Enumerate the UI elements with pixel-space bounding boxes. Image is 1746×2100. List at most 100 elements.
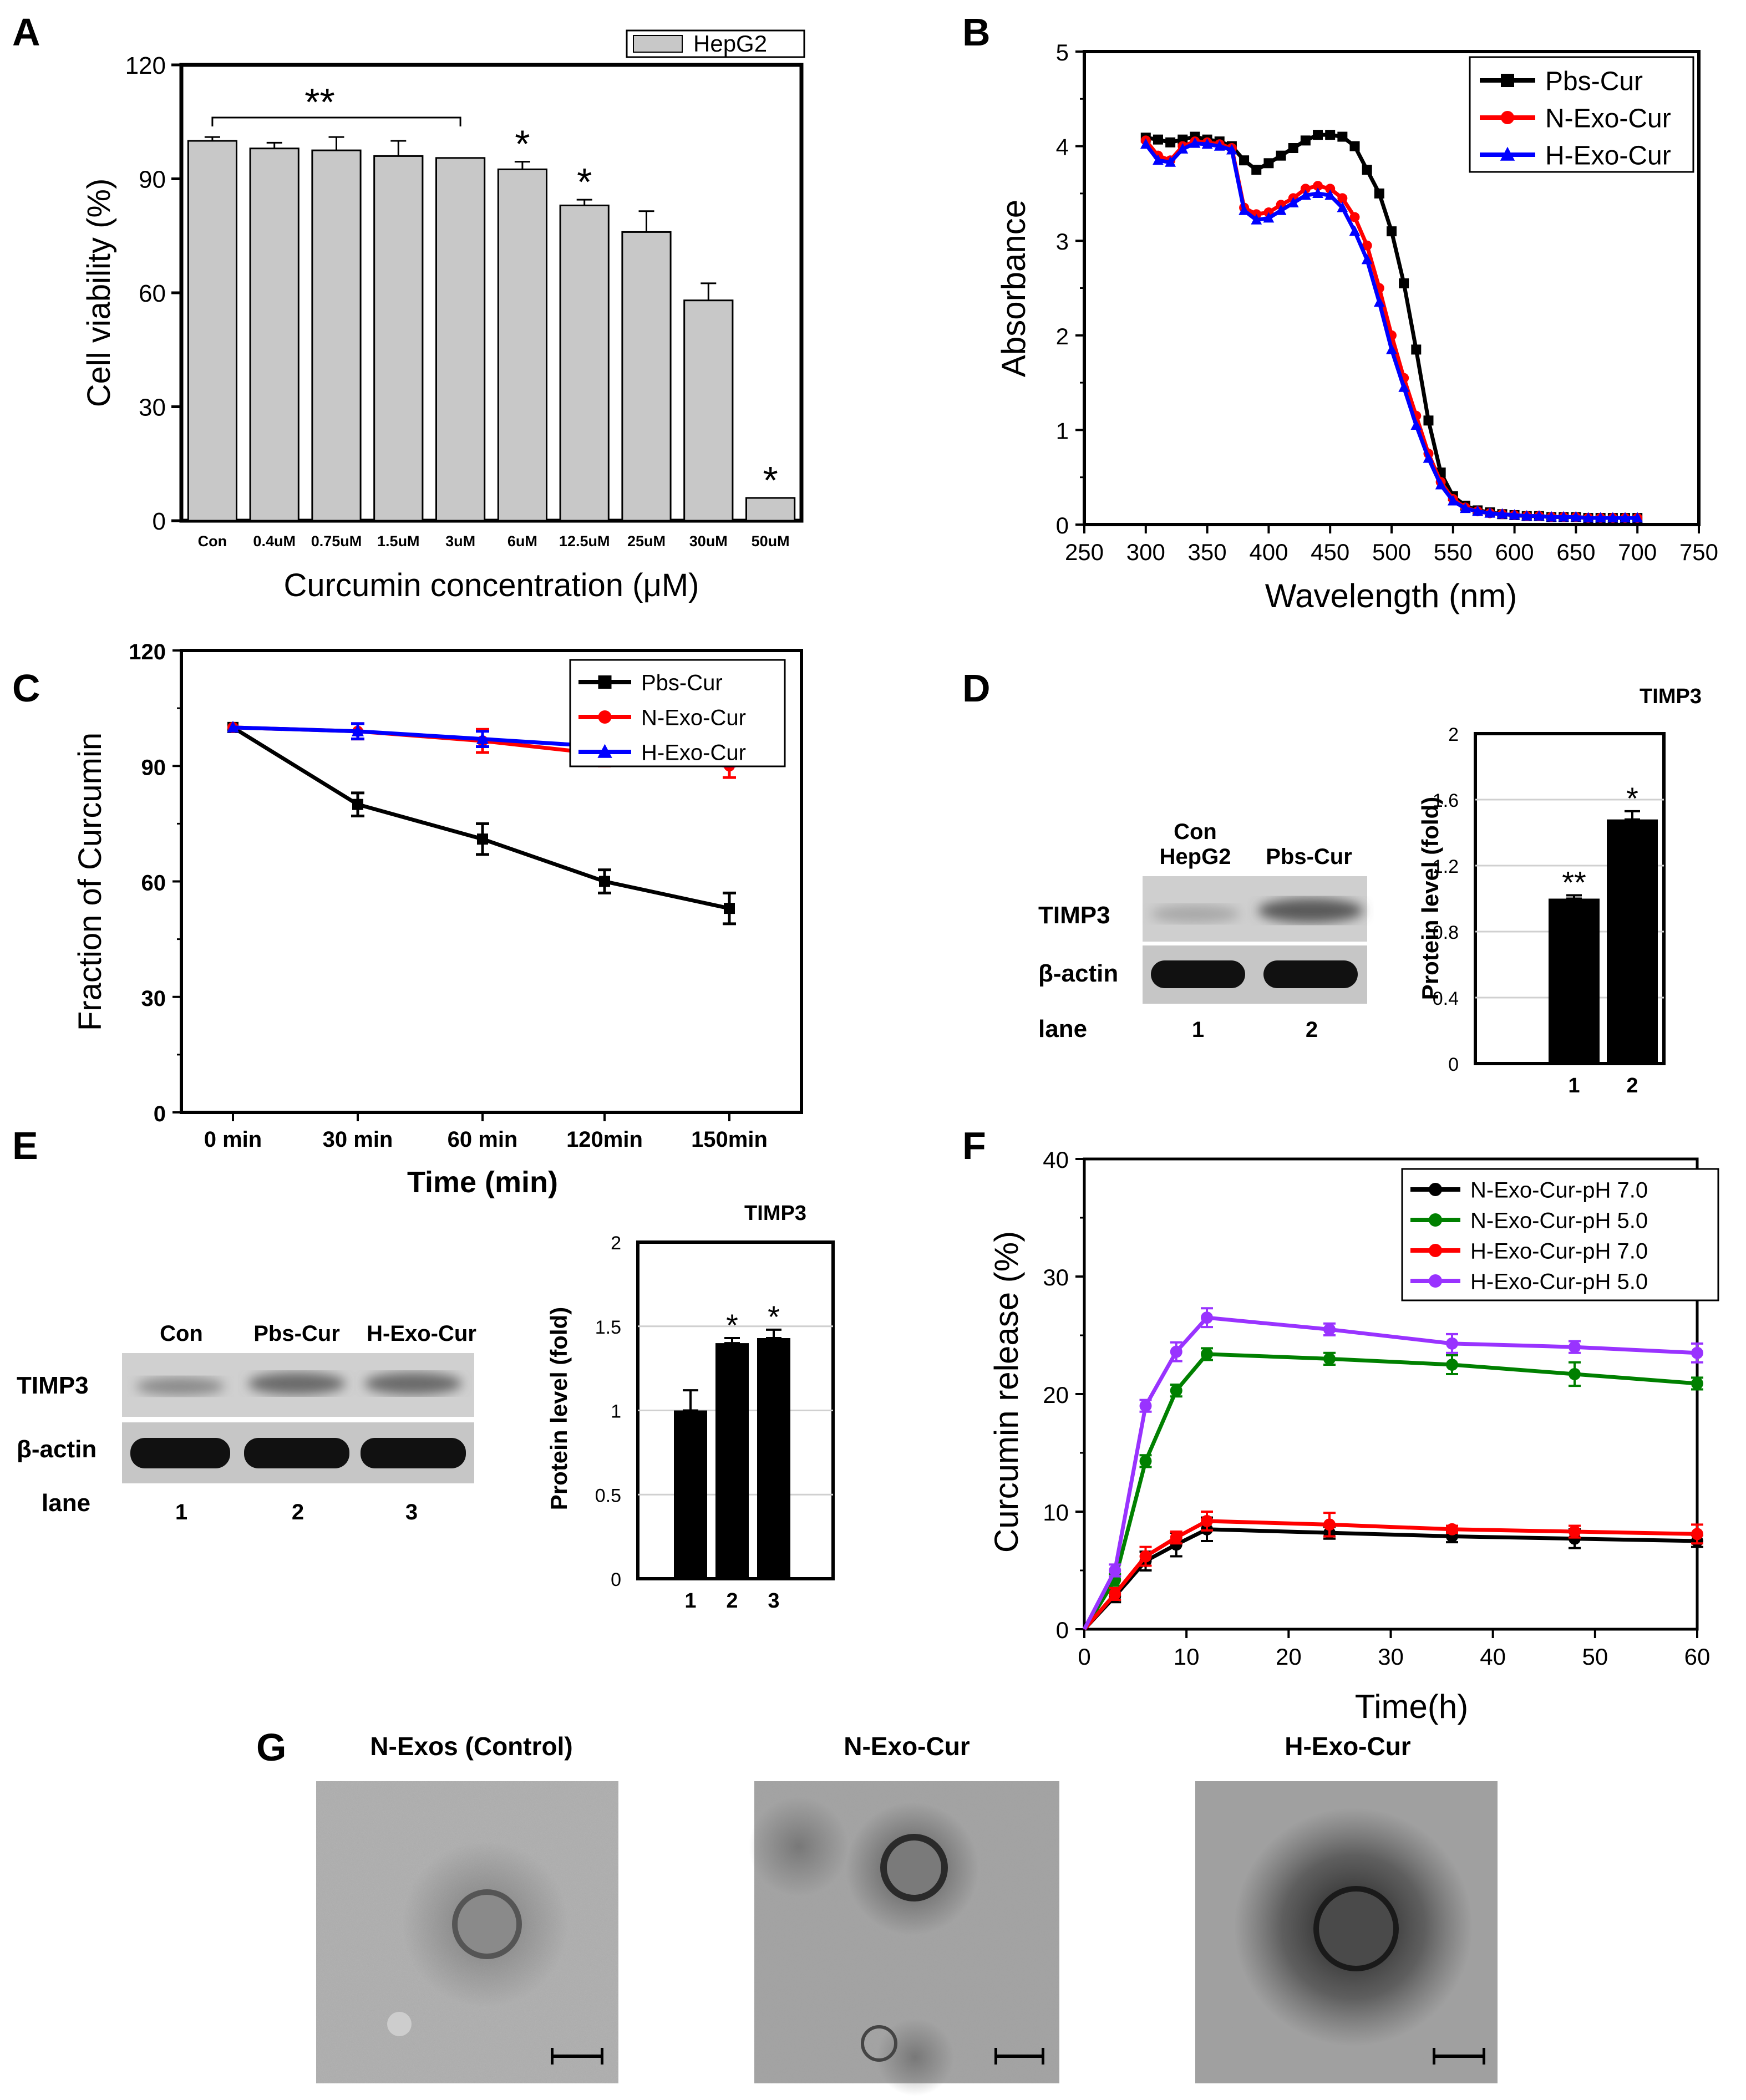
panel-a-annotations: ***** — [211, 80, 778, 502]
panel-b-point — [1337, 201, 1348, 212]
panel-b-point — [1325, 184, 1336, 194]
panel-b-point — [1582, 512, 1594, 523]
panel-f-point — [1323, 1323, 1336, 1336]
panel-e-title: TIMP3 — [744, 1202, 806, 1225]
panel-a-significance-mark: ** — [304, 80, 334, 124]
panel-d-significance-mark: ** — [1562, 865, 1586, 900]
panel-f-point — [1170, 1531, 1182, 1544]
panel-b-legend-label: N-Exo-Cur — [1545, 104, 1671, 133]
panel-a-bar-3uM — [435, 157, 486, 522]
panel-b-legend: Pbs-Cur N-Exo-Cur H-Exo-Cur — [1469, 56, 1694, 173]
blot-d-actin-band-2 — [1263, 960, 1358, 988]
panel-c-legend-label: Pbs-Cur — [641, 670, 723, 695]
panel-b-point — [1140, 138, 1151, 149]
panel-f-point — [1446, 1359, 1458, 1371]
panel-label-d: D — [962, 667, 991, 710]
panel-c-point — [352, 724, 364, 736]
panel-g-micrographs: N-Exos (Control) N-Exo-Cur H-Exo-Cur — [316, 1732, 1498, 2096]
panel-b-point — [1177, 143, 1189, 154]
blot-d-lane-2: 2 — [1306, 1018, 1318, 1042]
panel-e-ytick-label: 2 — [611, 1233, 621, 1254]
panel-b-point — [1226, 144, 1237, 155]
panel-b-ytick-label: 5 — [1056, 39, 1069, 65]
panel-e-errorbar — [683, 1389, 698, 1412]
panel-c-series-Pbs-Cur — [227, 721, 736, 926]
panel-b-point — [1373, 296, 1385, 307]
panel-c-y-label: Fraction of Curcumin — [72, 733, 108, 1031]
panel-b-line — [1145, 133, 1638, 520]
panel-f-point — [1139, 1400, 1152, 1412]
panel-c-xtick-label: 0 min — [204, 1127, 262, 1152]
panel-b-point — [1484, 507, 1496, 518]
panel-d-errorbar — [1625, 810, 1640, 821]
panel-e-ytick-label: 0.5 — [595, 1485, 621, 1506]
panel-b-point — [1558, 511, 1570, 522]
panel-a-significance-mark: * — [577, 160, 592, 204]
panel-b-point — [1496, 508, 1508, 519]
panel-b-legend-marker — [1501, 111, 1514, 124]
panel-a-bars — [187, 136, 796, 522]
panel-f-point — [1691, 1377, 1703, 1390]
panel-c-y-axis: 0 30 60 90 120 — [129, 640, 181, 1126]
panel-a-bar-Con — [187, 140, 238, 522]
panel-c-point — [724, 903, 735, 914]
panel-c-legend-marker — [598, 675, 612, 689]
panel-a-xtick-label: 0.4uM — [253, 533, 296, 550]
panel-e-errorbar — [766, 1328, 781, 1339]
panel-d-bar-chart: 0 0.4 0.8 1.2 1.6 2 1 ** 2 * TIMP3 Protein level … — [1417, 685, 1702, 1097]
panel-f-point — [1569, 1526, 1581, 1538]
blot-e-timp3-band-2 — [248, 1372, 346, 1395]
panel-b-point — [1300, 189, 1311, 200]
panel-f-point — [1691, 1528, 1703, 1540]
panel-b-point — [1337, 131, 1348, 142]
panel-f-legend-marker — [1429, 1213, 1442, 1227]
panel-a-errorbar — [638, 210, 654, 232]
panel-f-legend-label: N-Exo-Cur-pH 5.0 — [1470, 1208, 1648, 1233]
panel-a-errorbar — [266, 141, 282, 149]
panel-f-y-axis: 0 10 20 30 40 — [1043, 1147, 1084, 1643]
blot-d-lane-label: lane — [1038, 1015, 1087, 1043]
panel-d-y-label: Protein level (fold) — [1417, 797, 1443, 1000]
panel-e-y-label: Protein level (fold) — [546, 1307, 572, 1510]
panel-b-point — [1300, 135, 1311, 146]
panel-a-xtick-label: 50uM — [752, 533, 790, 550]
panel-b-x-axis: 250 300 350 400 450 500 550 600 650 700 750 — [1065, 525, 1718, 565]
panel-label-a: A — [12, 11, 40, 54]
blot-e-lane-3: 3 — [405, 1500, 418, 1524]
panel-e-significance-mark: * — [768, 1299, 780, 1334]
panel-c-ytick-label: 30 — [141, 987, 166, 1011]
panel-b-x-label: Wavelength (nm) — [1265, 577, 1517, 614]
panel-f-series-N-Exo-Cur-pH 5.0 — [1083, 1347, 1703, 1630]
panel-c-ytick-label: 0 — [154, 1102, 166, 1126]
panel-b-point — [1153, 154, 1164, 165]
panel-d-ytick-label: 2 — [1448, 724, 1459, 745]
panel-e-bar-1 — [674, 1410, 707, 1579]
panel-b-point — [1201, 138, 1213, 149]
panel-a-y-label: Cell viability (%) — [81, 179, 117, 408]
blot-e-timp3-band-3 — [364, 1372, 462, 1395]
panel-b-point — [1263, 212, 1275, 223]
panel-f-point — [1109, 1564, 1121, 1577]
panel-d-significance-mark: * — [1626, 781, 1638, 816]
legend-swatch-hepg2 — [633, 35, 683, 53]
panel-c-legend-item: H-Exo-Cur — [578, 740, 746, 765]
panel-c-point — [599, 876, 610, 887]
micrograph-title-1: N-Exos (Control) — [370, 1732, 572, 1761]
scale-bar-3 — [1433, 2055, 1485, 2058]
panel-b-point — [1251, 213, 1262, 225]
panel-f-legend-marker — [1429, 1244, 1442, 1257]
panel-f-series-H-Exo-Cur-pH 7.0 — [1083, 1511, 1703, 1631]
panel-c-ytick-label: 120 — [129, 640, 166, 664]
panel-b-line — [1144, 139, 1638, 520]
panel-e-xtick-label: 2 — [726, 1589, 738, 1613]
panel-a-significance-mark: * — [515, 123, 530, 166]
panel-d-ytick-label: 1.2 — [1433, 856, 1459, 877]
panel-c-x-axis: 0 min 30 min 60 min 120min 150min — [204, 1112, 768, 1152]
panel-a-significance-bracket — [211, 116, 461, 126]
panel-b-ytick-label: 4 — [1056, 134, 1069, 160]
panel-d-western-blot: Con HepG2 Pbs-Cur TIMP3 β-actin lane 1 2 — [1038, 820, 1367, 1043]
blot-d-timp3-band-1 — [1151, 905, 1240, 923]
panel-f-legend-item: H-Exo-Cur-pH 7.0 — [1410, 1239, 1648, 1263]
panel-b-xtick-label: 700 — [1618, 539, 1657, 565]
micrograph-h-exo-cur — [1195, 1781, 1498, 2083]
